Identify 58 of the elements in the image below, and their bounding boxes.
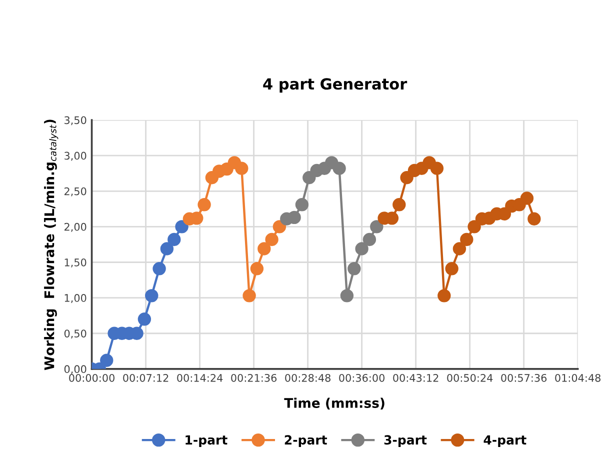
point <box>258 242 271 256</box>
point <box>160 242 174 256</box>
x-tick-label: 00:36:00 <box>339 374 384 382</box>
y-axis-title: Working Flowrate (]L/min.g$_{catalyst}$) <box>44 120 58 370</box>
x-tick-label: 00:14:24 <box>177 374 223 382</box>
x-tick-label: 00:57:36 <box>501 374 547 382</box>
y-tick-label: 3,50 <box>64 116 86 126</box>
point <box>288 210 301 224</box>
x-tick-label: 00:00:00 <box>69 374 114 382</box>
point <box>138 312 152 326</box>
point <box>348 262 361 276</box>
x-tick-label: 00:28:48 <box>285 374 330 382</box>
point <box>468 220 481 234</box>
point <box>460 232 474 246</box>
point <box>168 232 181 246</box>
point <box>175 220 188 234</box>
point <box>302 171 316 184</box>
point <box>198 198 211 212</box>
x-tick-label: 01:04:48 <box>555 374 600 382</box>
y-tick-label: 3,00 <box>64 152 86 161</box>
point <box>250 262 264 276</box>
chart-title: 4 part Generator <box>263 78 408 93</box>
point <box>362 232 376 246</box>
x-tick-label: 00:21:36 <box>231 374 277 382</box>
point <box>265 232 278 246</box>
y-tick-label: 1,00 <box>64 294 86 303</box>
point <box>430 162 444 175</box>
legend-label: 1-part <box>186 435 228 448</box>
point <box>445 262 458 276</box>
point <box>528 212 541 226</box>
x-tick-label: 00:07:12 <box>123 374 168 382</box>
y-tick-label: 0,50 <box>64 330 86 339</box>
y-tick-label: 0,00 <box>64 365 86 374</box>
legend-label: 3-part <box>384 435 427 448</box>
point <box>235 162 248 175</box>
legend-label: 4-part <box>484 435 526 448</box>
x-tick-label: 00:43:12 <box>393 374 438 382</box>
point <box>332 162 346 175</box>
y-tick-label: 1,50 <box>64 258 86 268</box>
point <box>295 198 309 212</box>
y-tick-label: 2,50 <box>64 187 86 196</box>
y-tick-label: 2,00 <box>64 222 86 232</box>
point <box>272 220 286 234</box>
point <box>400 171 414 184</box>
point <box>152 262 166 276</box>
point <box>438 289 451 302</box>
point <box>340 289 354 302</box>
point <box>242 289 256 302</box>
x-tick-label: 00:50:24 <box>447 374 493 382</box>
point <box>452 242 466 256</box>
point <box>355 242 368 256</box>
point <box>100 354 114 367</box>
legend-label: 2-part <box>284 435 328 448</box>
point <box>392 198 406 212</box>
x-axis-title: Time (mm:ss) <box>284 398 384 410</box>
point <box>145 289 158 302</box>
point <box>370 220 384 234</box>
point <box>520 192 534 205</box>
